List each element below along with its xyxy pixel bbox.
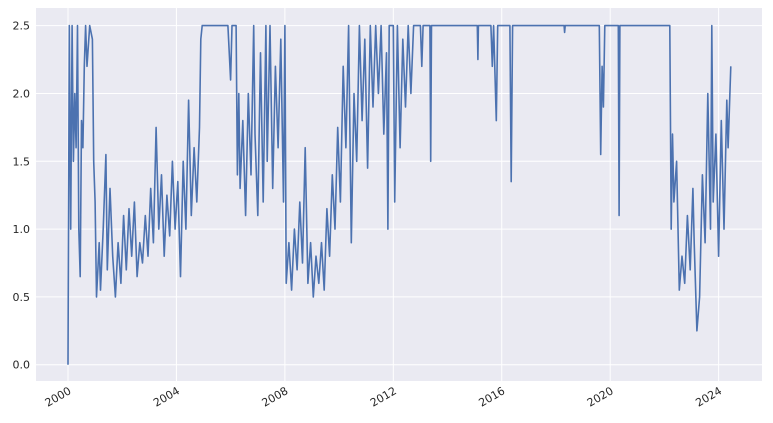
x-tick-label: 2004 (151, 384, 182, 409)
y-tick-label: 0.5 (13, 291, 31, 304)
x-tick-label: 2016 (476, 384, 507, 409)
x-tick-label: 2012 (368, 384, 399, 409)
x-tick-label: 2000 (43, 384, 74, 409)
line-series (67, 24, 732, 365)
y-tick-label: 0.0 (13, 359, 31, 372)
y-tick-label: 1.0 (13, 223, 31, 236)
x-tick-label: 2024 (693, 384, 724, 409)
x-tick-label: 2008 (260, 384, 291, 409)
y-tick-label: 2.5 (13, 20, 31, 33)
y-tick-label: 1.5 (13, 155, 31, 168)
x-tick-label: 2020 (585, 384, 616, 409)
y-tick-label: 2.0 (13, 87, 31, 100)
